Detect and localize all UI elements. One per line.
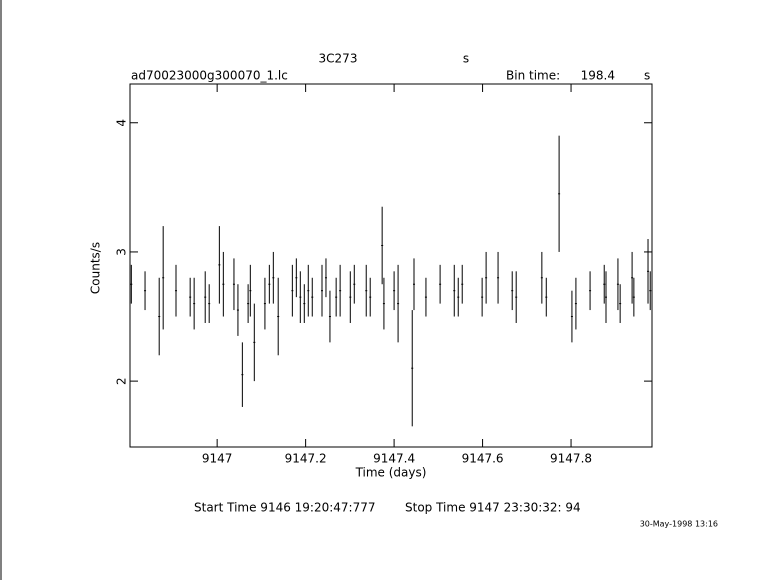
bin-time-label: Bin time:	[506, 69, 560, 83]
start-time: Start Time 9146 19:20:47:777	[194, 501, 376, 515]
y-axis-label: Counts/s	[89, 242, 103, 294]
x-tick-label: 9147.4	[373, 452, 415, 466]
chart-title: 3C273	[319, 52, 358, 66]
x-tick-label: 9147	[202, 452, 233, 466]
x-tick-label: 9147.2	[285, 452, 327, 466]
bin-time-unit: s	[644, 69, 650, 83]
y-tick-label: 4	[115, 119, 129, 127]
x-tick-label: 9147.6	[462, 452, 504, 466]
x-axis-label: Time (days)	[355, 466, 427, 480]
y-tick-label: 2	[115, 377, 129, 385]
bin-time: 198.4	[581, 69, 615, 83]
stop-time: Stop Time 9147 23:30:32: 94	[405, 501, 581, 515]
timestamp: 30-May-1998 13:16	[640, 520, 718, 529]
x-tick-label: 9147.8	[550, 452, 592, 466]
plot-frame	[129, 83, 653, 448]
y-tick-label: 3	[115, 248, 129, 256]
title-unit: s	[463, 52, 469, 66]
file-name: ad70023000g300070_1.lc	[131, 69, 288, 83]
